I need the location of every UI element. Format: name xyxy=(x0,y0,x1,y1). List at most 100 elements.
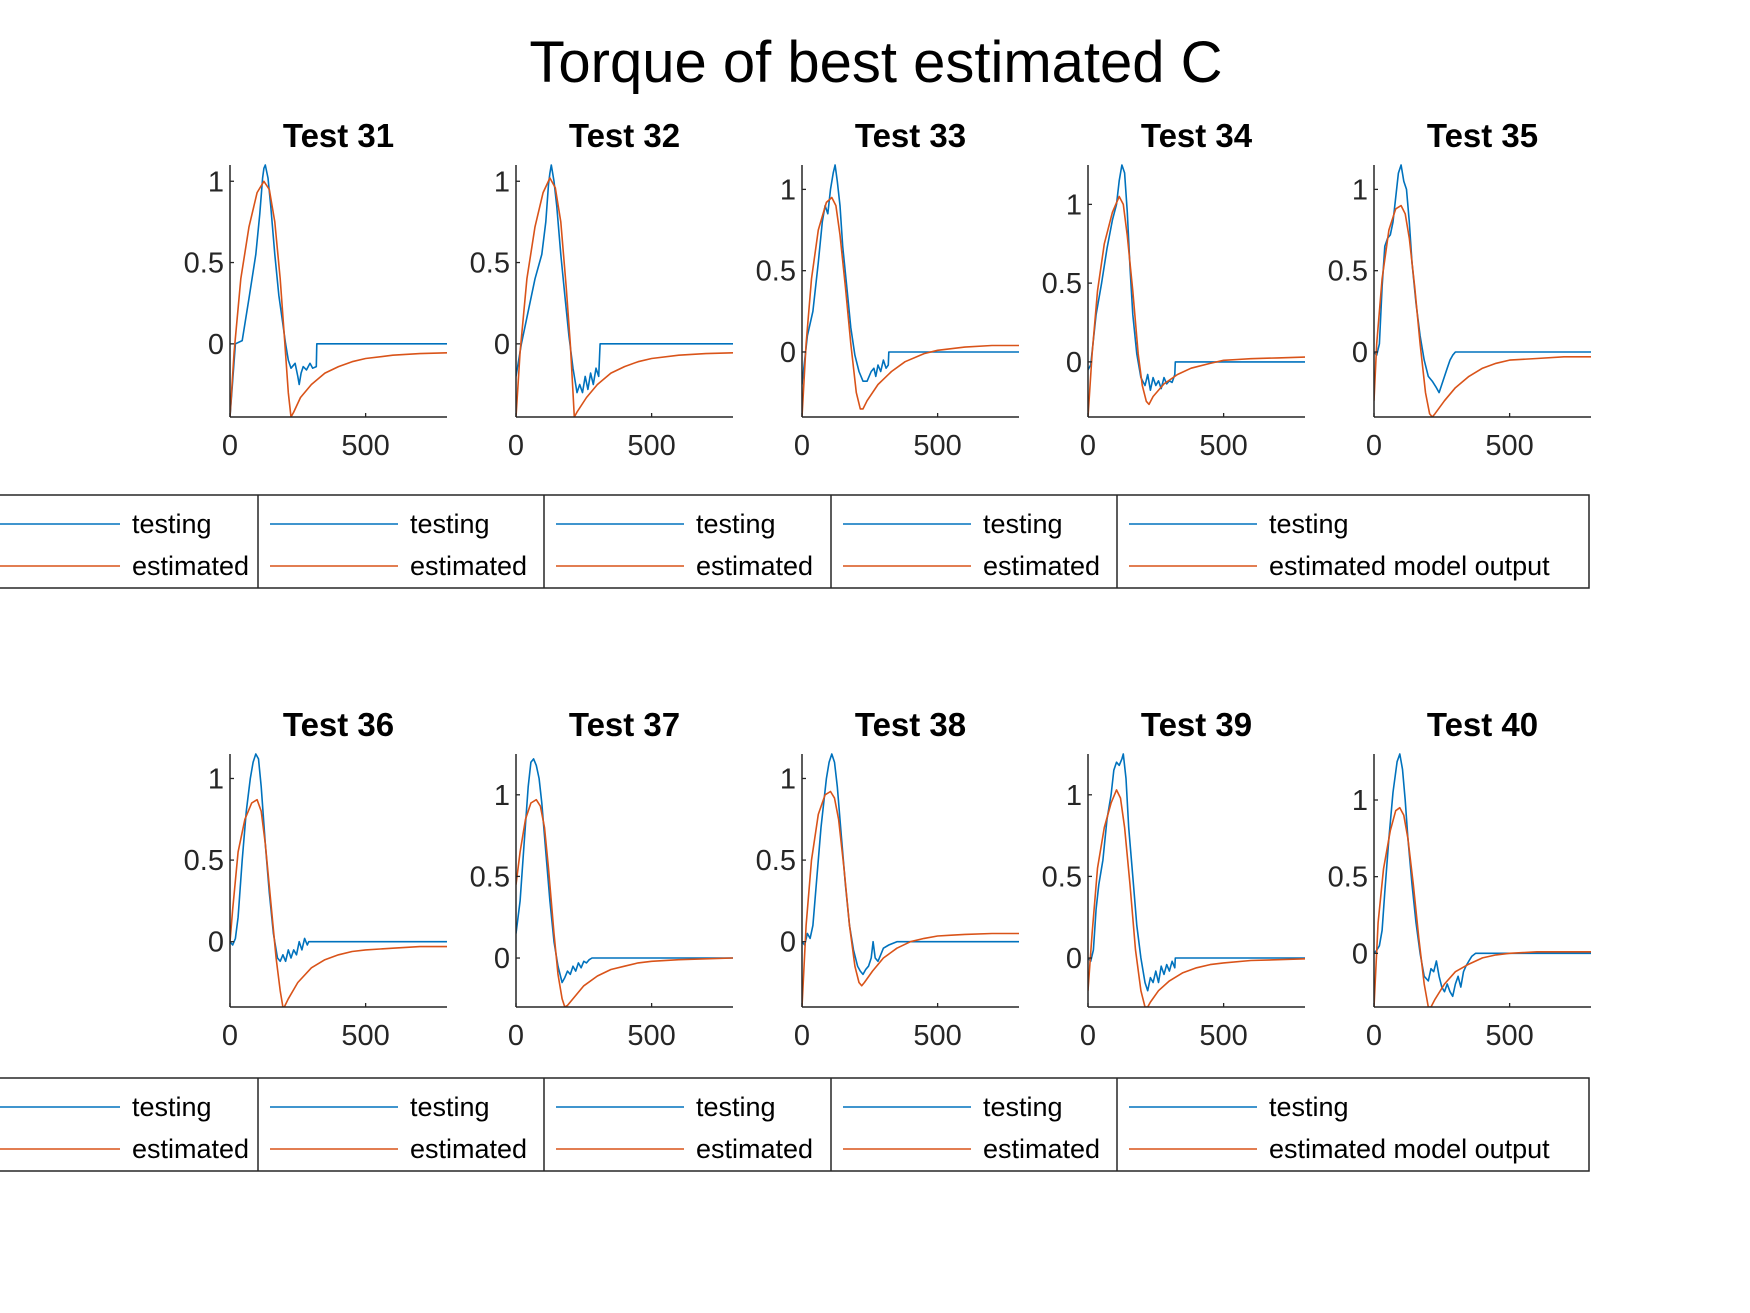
subplot: Test 39 0 0.5 1 0 500 xyxy=(1042,706,1305,1052)
y-tick-label: 0 xyxy=(780,927,796,959)
y-tick-label: 0 xyxy=(780,337,796,369)
x-tick-label: 500 xyxy=(913,430,961,462)
x-tick-label: 0 xyxy=(1080,1020,1096,1052)
legend-box xyxy=(0,1077,1590,1172)
legend-strip: testing estimated testing estimated testing e… xyxy=(0,1077,1590,1172)
subplot: Test 40 0 0.5 1 0 500 xyxy=(1328,706,1591,1052)
y-tick-label: 1 xyxy=(494,166,510,198)
series-line-estimated xyxy=(1088,789,1305,1007)
series-line-testing xyxy=(1088,164,1305,392)
legend-label-testing: testing xyxy=(410,509,490,539)
subplot: Test 34 0 0.5 1 0 500 xyxy=(1042,117,1305,462)
legend-label-estimated: estimated xyxy=(410,1134,527,1164)
subplot-title: Test 40 xyxy=(1427,706,1538,743)
subplot-title: Test 31 xyxy=(283,117,394,154)
y-tick-label: 0.5 xyxy=(470,248,510,280)
y-tick-label: 1 xyxy=(780,174,796,206)
legend-cell: testing estimated xyxy=(0,1092,249,1164)
legend-label-testing: testing xyxy=(1269,509,1349,539)
series-line-testing xyxy=(1088,753,1305,992)
subplot: Test 32 0 0.5 1 0 500 xyxy=(470,117,733,462)
series-line-testing xyxy=(516,758,733,984)
legend-cell: testing estimated model output xyxy=(1129,509,1550,581)
x-tick-label: 0 xyxy=(222,430,238,462)
x-tick-label: 0 xyxy=(1366,430,1382,462)
legend-label-estimated: estimated model output xyxy=(1269,551,1550,581)
legend-label-testing: testing xyxy=(696,1092,776,1122)
y-tick-label: 0 xyxy=(494,329,510,361)
legend-box xyxy=(0,494,1590,589)
legend-label-testing: testing xyxy=(696,509,776,539)
legend-label-estimated: estimated xyxy=(983,1134,1100,1164)
legend-label-testing: testing xyxy=(410,1092,490,1122)
y-tick-label: 1 xyxy=(1352,785,1368,817)
x-tick-label: 500 xyxy=(1485,430,1533,462)
series-line-testing xyxy=(1374,164,1591,394)
legend-label-estimated: estimated xyxy=(696,551,813,581)
legend-label-testing: testing xyxy=(983,509,1063,539)
series-line-testing xyxy=(516,164,733,394)
x-tick-label: 500 xyxy=(627,1020,675,1052)
y-tick-label: 0 xyxy=(208,927,224,959)
y-tick-label: 0.5 xyxy=(1042,861,1082,893)
subplot-title: Test 37 xyxy=(569,706,680,743)
x-tick-label: 0 xyxy=(508,430,524,462)
y-tick-label: 0.5 xyxy=(470,861,510,893)
series-line-estimated xyxy=(1374,806,1591,1007)
x-tick-label: 500 xyxy=(1485,1020,1533,1052)
legend-cell: testing estimated xyxy=(0,509,249,581)
legend-cell: testing estimated xyxy=(843,1092,1100,1164)
subplot-title: Test 34 xyxy=(1141,117,1253,154)
y-tick-label: 0.5 xyxy=(1328,862,1368,894)
legend-label-estimated: estimated xyxy=(132,1134,249,1164)
y-tick-label: 1 xyxy=(208,763,224,795)
subplot: Test 37 0 0.5 1 0 500 xyxy=(470,706,733,1052)
subplot-grid: Test 31 0 0.5 1 0 500 Test 32 0 0.5 1 0 500 Test 33 0… xyxy=(0,117,1591,1172)
legend-cell: testing estimated xyxy=(556,1092,813,1164)
y-tick-label: 1 xyxy=(780,763,796,795)
subplot: Test 31 0 0.5 1 0 500 xyxy=(184,117,447,462)
series-line-estimated xyxy=(1088,195,1305,417)
x-tick-label: 0 xyxy=(794,1020,810,1052)
series-line-estimated xyxy=(802,790,1019,1007)
x-tick-label: 500 xyxy=(1199,1020,1247,1052)
series-line-estimated xyxy=(230,798,447,1007)
y-tick-label: 0 xyxy=(1352,337,1368,369)
y-tick-label: 0.5 xyxy=(756,256,796,288)
x-tick-label: 0 xyxy=(1366,1020,1382,1052)
y-tick-label: 0.5 xyxy=(1328,256,1368,288)
x-tick-label: 500 xyxy=(341,430,389,462)
series-line-testing xyxy=(230,164,447,417)
legend-label-estimated: estimated xyxy=(983,551,1100,581)
y-tick-label: 0 xyxy=(494,943,510,975)
legend-cell: testing estimated xyxy=(270,1092,527,1164)
subplot: Test 36 0 0.5 1 0 500 xyxy=(184,706,447,1052)
legend-label-estimated: estimated xyxy=(410,551,527,581)
series-line-testing xyxy=(1374,753,1591,998)
legend-cell: testing estimated model output xyxy=(1129,1092,1550,1164)
x-tick-label: 0 xyxy=(1080,430,1096,462)
x-tick-label: 0 xyxy=(508,1020,524,1052)
x-tick-label: 0 xyxy=(222,1020,238,1052)
subplot: Test 33 0 0.5 1 0 500 xyxy=(756,117,1019,462)
y-tick-label: 0 xyxy=(1066,347,1082,379)
series-line-testing xyxy=(230,753,447,963)
x-tick-label: 0 xyxy=(794,430,810,462)
legend-cell: testing estimated xyxy=(843,509,1100,581)
y-tick-label: 0.5 xyxy=(756,845,796,877)
subplot-title: Test 33 xyxy=(855,117,966,154)
legend-label-testing: testing xyxy=(132,1092,212,1122)
subplot-title: Test 39 xyxy=(1141,706,1252,743)
y-tick-label: 1 xyxy=(208,166,224,198)
series-line-estimated xyxy=(1374,204,1591,417)
legend-label-testing: testing xyxy=(132,509,212,539)
y-tick-label: 1 xyxy=(1352,174,1368,206)
y-tick-label: 0.5 xyxy=(184,845,224,877)
series-line-testing xyxy=(802,164,1019,385)
y-tick-label: 1 xyxy=(1066,780,1082,812)
legend-label-testing: testing xyxy=(983,1092,1063,1122)
legend-label-estimated: estimated xyxy=(132,551,249,581)
legend-label-testing: testing xyxy=(1269,1092,1349,1122)
x-tick-label: 500 xyxy=(341,1020,389,1052)
subplot-title: Test 36 xyxy=(283,706,394,743)
